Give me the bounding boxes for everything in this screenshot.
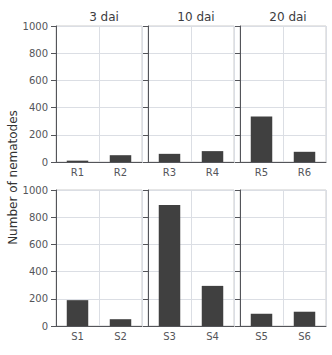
svg-text:S3: S3 <box>163 331 176 342</box>
svg-text:3 dai: 3 dai <box>89 10 119 24</box>
svg-text:R3: R3 <box>163 167 176 178</box>
svg-text:200: 200 <box>29 129 48 140</box>
svg-text:800: 800 <box>29 212 48 223</box>
svg-text:R6: R6 <box>298 167 311 178</box>
svg-text:1000: 1000 <box>23 185 48 196</box>
svg-text:R2: R2 <box>114 167 127 178</box>
svg-text:0: 0 <box>42 157 48 168</box>
svg-text:R4: R4 <box>206 167 219 178</box>
svg-text:S1: S1 <box>71 331 84 342</box>
svg-text:S6: S6 <box>298 331 311 342</box>
svg-text:200: 200 <box>29 293 48 304</box>
svg-text:Number of nematodes: Number of nematodes <box>6 110 20 245</box>
svg-text:0: 0 <box>42 321 48 332</box>
svg-text:R5: R5 <box>255 167 268 178</box>
svg-text:20 dai: 20 dai <box>269 10 306 24</box>
svg-text:S5: S5 <box>255 331 268 342</box>
svg-text:600: 600 <box>29 239 48 250</box>
svg-text:S2: S2 <box>114 331 127 342</box>
svg-text:800: 800 <box>29 48 48 59</box>
svg-text:10 dai: 10 dai <box>177 10 214 24</box>
svg-text:600: 600 <box>29 75 48 86</box>
svg-text:1000: 1000 <box>23 21 48 32</box>
svg-text:400: 400 <box>29 102 48 113</box>
svg-text:S4: S4 <box>206 331 219 342</box>
svg-text:R1: R1 <box>71 167 84 178</box>
svg-text:400: 400 <box>29 266 48 277</box>
